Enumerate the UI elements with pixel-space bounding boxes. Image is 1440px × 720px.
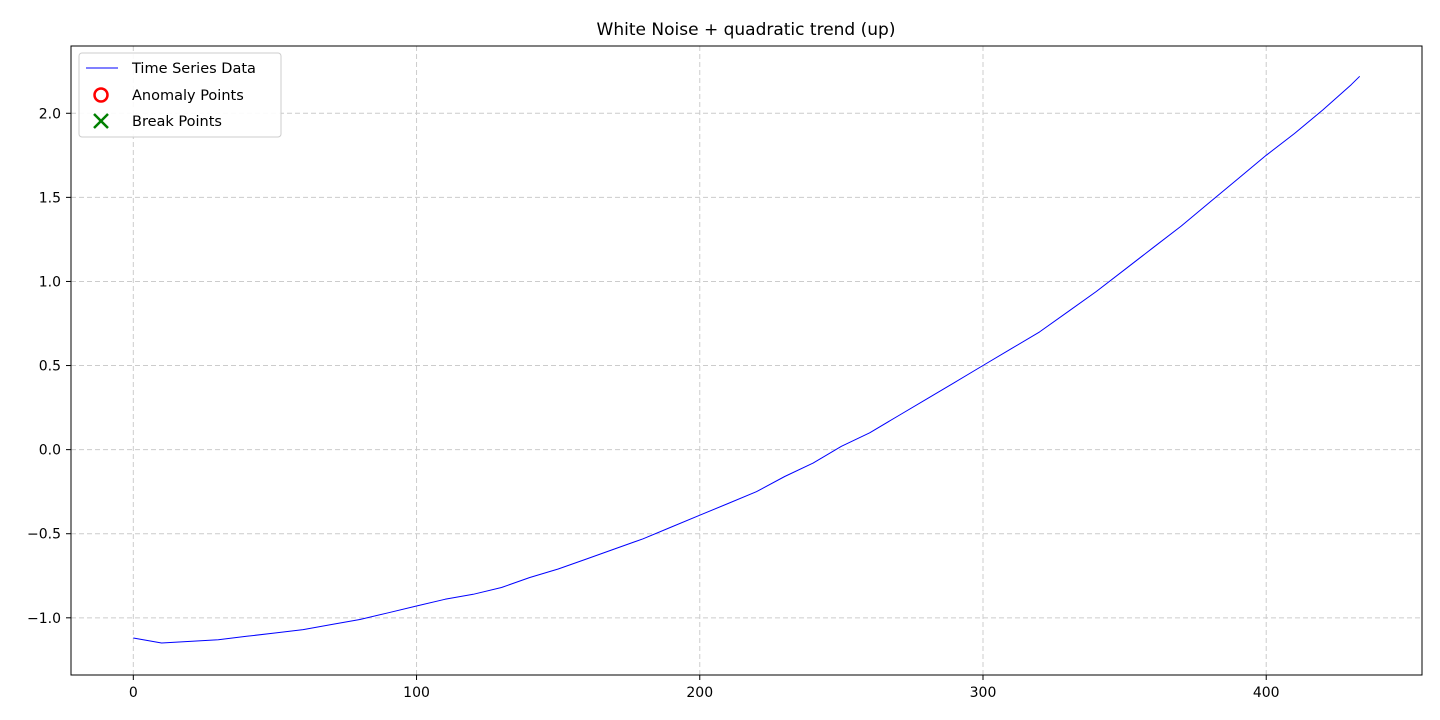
chart-title: White Noise + quadratic trend (up)	[597, 20, 896, 40]
legend-label-time-series: Time Series Data	[131, 61, 256, 77]
legend: Time Series Data Anomaly Points Break Po…	[78, 52, 282, 138]
plot-area-frame	[70, 45, 1423, 676]
x-tick-label: 400	[1253, 685, 1280, 701]
legend-circle-marker-icon	[93, 87, 109, 103]
legend-box	[78, 52, 282, 138]
x-tick-label: 0	[129, 685, 138, 701]
y-tick-label: 1.5	[39, 190, 61, 206]
legend-label-anomaly: Anomaly Points	[132, 88, 244, 104]
y-tick-label: 0.0	[39, 443, 61, 459]
y-tick-label: 0.5	[39, 359, 61, 375]
series-line-time-series	[133, 75, 1361, 644]
y-tick-label: −0.5	[27, 527, 61, 543]
y-tick-label: −1.0	[27, 611, 61, 627]
legend-label-break: Break Points	[132, 114, 222, 130]
grid	[71, 46, 1422, 675]
legend-x-marker-icon	[93, 113, 109, 129]
x-axis: 0 100 200 300 400	[129, 675, 1280, 701]
x-tick-label: 100	[403, 685, 430, 701]
y-tick-label: 2.0	[39, 106, 61, 122]
x-tick-label: 300	[970, 685, 997, 701]
y-axis: −1.0 −0.5 0.0 0.5 1.0 1.5 2.0	[27, 106, 71, 627]
x-tick-label: 200	[686, 685, 713, 701]
y-tick-label: 1.0	[39, 274, 61, 290]
series-layer	[133, 75, 1361, 644]
